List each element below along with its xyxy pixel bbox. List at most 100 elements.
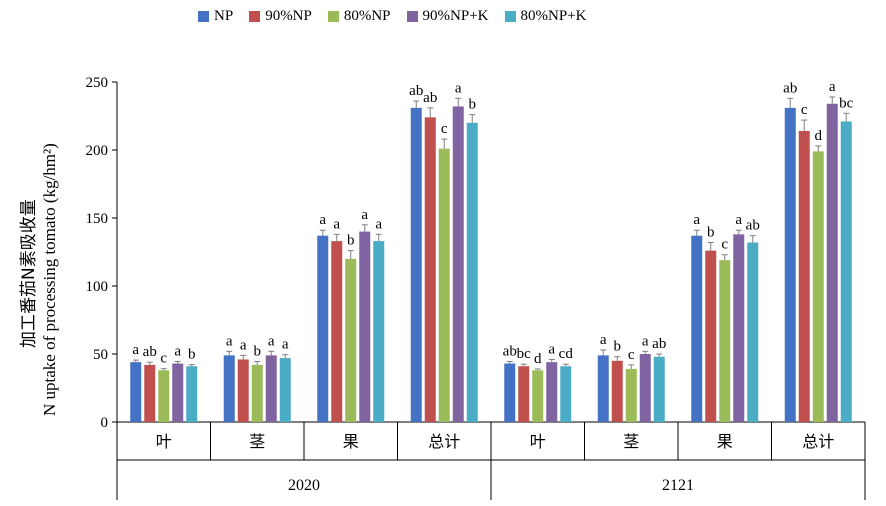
bar xyxy=(812,151,824,423)
bar xyxy=(546,362,558,422)
bar xyxy=(532,370,544,422)
bar xyxy=(223,355,235,422)
bar xyxy=(611,360,623,422)
significance-label: ab xyxy=(143,344,157,360)
significance-label: a xyxy=(375,216,382,232)
significance-label: a xyxy=(642,333,649,349)
bar xyxy=(331,241,343,422)
significance-label: a xyxy=(268,333,275,349)
legend-item-90npk: 90%NP+K xyxy=(406,8,489,25)
y-tick-label: 100 xyxy=(86,279,109,295)
legend-label-90npk: 90%NP+K xyxy=(422,8,489,24)
significance-label: b xyxy=(614,339,622,355)
bar xyxy=(625,368,637,422)
significance-label: b xyxy=(188,347,196,363)
bar xyxy=(653,356,665,422)
bar xyxy=(373,241,385,422)
bar xyxy=(317,235,329,422)
significance-label: a xyxy=(282,337,289,353)
organ-label: 茎 xyxy=(623,432,639,451)
significance-label: a xyxy=(548,341,555,357)
significance-label: a xyxy=(240,337,247,353)
significance-label: d xyxy=(815,128,823,144)
bar xyxy=(237,359,249,422)
bar xyxy=(840,121,852,422)
bar xyxy=(158,370,170,422)
y-tick-label: 250 xyxy=(86,75,109,91)
significance-label: a xyxy=(132,342,139,358)
significance-label: b xyxy=(254,343,262,359)
year-label: 2020 xyxy=(288,477,320,494)
organ-label: 茎 xyxy=(249,432,265,451)
organ-label: 总计 xyxy=(802,432,834,451)
bar xyxy=(826,103,838,422)
bar xyxy=(172,363,184,422)
significance-label: ab xyxy=(503,343,517,359)
bar xyxy=(410,107,422,422)
legend-swatch-90np xyxy=(249,11,261,22)
bar xyxy=(597,355,609,422)
y-tick-label: 200 xyxy=(86,143,109,159)
legend-swatch-np xyxy=(198,11,209,22)
legend-item-90np: 90%NP xyxy=(249,8,312,25)
legend-item-80npk: 80%NP+K xyxy=(504,8,586,25)
legend-item-80np: 80%NP xyxy=(327,8,391,25)
bar xyxy=(345,258,357,422)
significance-label: a xyxy=(226,333,233,349)
significance-label: c xyxy=(441,121,448,137)
significance-label: b xyxy=(707,224,715,240)
bar xyxy=(265,355,277,422)
bar xyxy=(452,106,464,422)
legend-swatch-80np xyxy=(327,11,339,22)
significance-label: ab xyxy=(423,90,437,106)
organ-label: 叶 xyxy=(156,432,172,451)
bar xyxy=(691,235,703,422)
significance-label: a xyxy=(174,343,181,359)
bar xyxy=(438,148,450,422)
significance-label: ab xyxy=(746,218,760,234)
significance-label: b xyxy=(469,97,477,113)
organ-label: 总计 xyxy=(428,432,460,451)
y-tick-label: 50 xyxy=(93,347,108,363)
bar xyxy=(251,364,263,422)
bar xyxy=(784,107,796,422)
bar xyxy=(279,358,291,422)
bar xyxy=(504,363,516,422)
significance-label: bc xyxy=(517,346,532,362)
y-tick-label: 150 xyxy=(86,211,109,227)
significance-label: a xyxy=(693,212,700,228)
bar xyxy=(719,260,731,422)
legend-label-90np: 90%NP xyxy=(265,8,312,24)
significance-label: bc xyxy=(839,95,854,111)
significance-label: c xyxy=(801,102,808,118)
bar xyxy=(186,366,198,422)
bar xyxy=(747,242,759,422)
legend-item-np: NP xyxy=(198,8,233,25)
legend: NP 90%NP 80%NP 90%NP+K 80%NP+K xyxy=(198,8,586,25)
significance-label: ab xyxy=(409,83,423,99)
year-label: 2121 xyxy=(662,477,694,494)
legend-label-80np: 80%NP xyxy=(343,8,391,24)
significance-label: b xyxy=(347,233,355,249)
significance-label: ab xyxy=(652,336,666,352)
organ-label: 果 xyxy=(717,432,733,451)
bar xyxy=(466,122,478,423)
legend-swatch-90npk xyxy=(406,11,418,22)
significance-label: a xyxy=(829,79,836,95)
bar xyxy=(705,250,717,422)
significance-label: d xyxy=(534,351,542,367)
significance-label: c xyxy=(160,351,167,367)
bar xyxy=(798,130,810,422)
significance-label: ab xyxy=(783,80,797,96)
significance-label: c xyxy=(721,237,728,253)
y-tick-label: 0 xyxy=(101,415,109,431)
significance-label: a xyxy=(333,216,340,232)
bar xyxy=(130,362,142,422)
significance-label: a xyxy=(600,332,607,348)
legend-label-np: NP xyxy=(214,8,234,24)
bar xyxy=(518,366,530,422)
significance-label: a xyxy=(361,207,368,223)
bar xyxy=(560,366,572,422)
significance-label: a xyxy=(319,212,326,228)
bar xyxy=(424,117,436,423)
